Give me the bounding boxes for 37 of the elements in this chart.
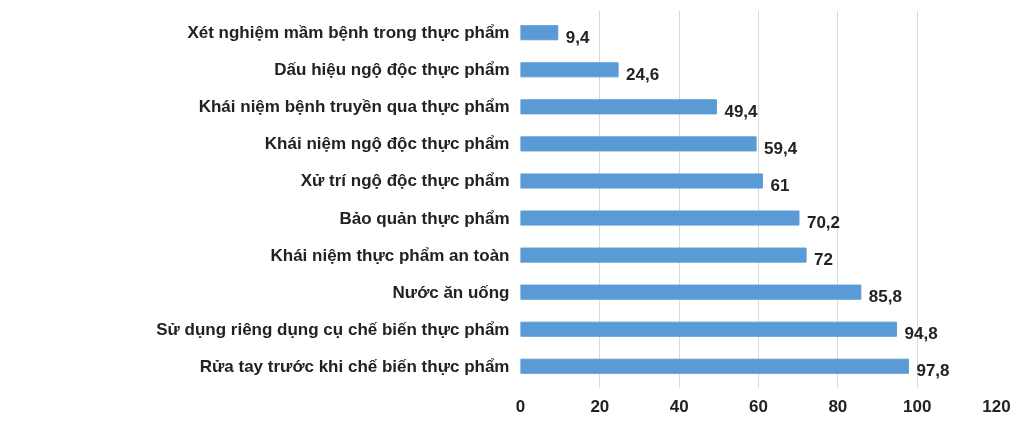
data-label: 61 (770, 175, 790, 195)
x-tick-label: 40 (669, 396, 689, 416)
y-tick-label: Dấu hiệu ngộ độc thực phẩm (274, 60, 510, 80)
bar (520, 210, 800, 226)
y-tick-label: Khái niệm ngộ độc thực phẩm (264, 134, 510, 154)
y-tick-label: Khái niệm bệnh truyền qua thực phẩm (198, 97, 510, 117)
bar (520, 284, 862, 300)
bar (520, 99, 717, 115)
data-label: 97,8 (916, 361, 950, 381)
y-tick-label: Xử trí ngộ độc thực phẩm (300, 171, 510, 191)
x-tick-label: 100 (902, 396, 932, 416)
data-label: 59,4 (764, 138, 798, 158)
data-label: 70,2 (806, 213, 841, 233)
y-tick-label: Rửa tay trước khi chế biến thực phẩm (199, 356, 510, 376)
data-label: 94,8 (904, 324, 938, 344)
bar (520, 247, 807, 263)
x-tick-label: 80 (828, 396, 848, 416)
bar (520, 321, 898, 337)
x-tick-label: 0 (515, 396, 526, 416)
x-tick-label: 60 (749, 396, 768, 416)
data-label: 85,8 (868, 287, 902, 307)
data-label: 24,6 (626, 64, 660, 84)
data-label: 72 (814, 250, 834, 270)
bar (520, 62, 619, 78)
data-label: 49,4 (724, 101, 759, 121)
x-tick-label: 120 (982, 396, 1011, 416)
bar (520, 173, 763, 189)
y-tick-label: Khái niệm thực phẩm an toàn (270, 245, 510, 265)
y-tick-label: Sử dụng riêng dụng cụ chế biến thực phẩm (156, 319, 510, 339)
data-label: 9,4 (565, 27, 590, 47)
y-tick-label: Bảo quản thực phẩm (339, 208, 510, 228)
bar (520, 136, 757, 152)
y-tick-label: Nước ăn uống (392, 282, 510, 302)
x-tick-label: 20 (590, 396, 610, 416)
y-tick-label: Xét nghiệm mầm bệnh trong thực phẩm (187, 23, 510, 43)
bar (520, 358, 909, 374)
bar (520, 25, 559, 41)
